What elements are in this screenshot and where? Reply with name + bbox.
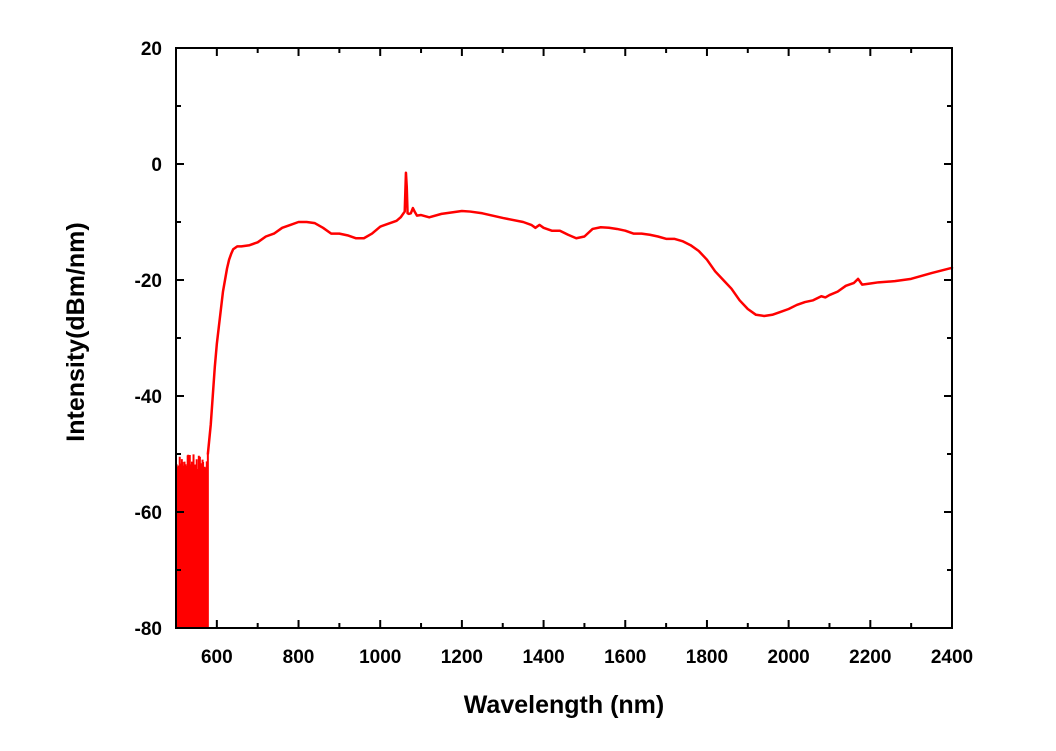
x-tick-label: 1400 xyxy=(522,647,564,668)
x-tick-label: 1800 xyxy=(686,647,728,668)
y-tick-label: 20 xyxy=(141,39,162,60)
x-tick-label: 1600 xyxy=(604,647,646,668)
y-tick-label: -80 xyxy=(135,619,162,640)
x-tick-label: 600 xyxy=(201,647,233,668)
x-tick-label: 1200 xyxy=(441,647,483,668)
x-axis-title: Wavelength (nm) xyxy=(464,691,664,719)
x-axis-tick-labels: 600 800 1000 1200 1400 1600 1800 2000 2200 2400 xyxy=(201,647,973,668)
x-tick-label: 2200 xyxy=(849,647,891,668)
y-axis-tick-labels: 20 0 -20 -40 -60 -80 xyxy=(135,39,162,640)
y-tick-label: -60 xyxy=(135,503,162,524)
x-tick-label: 1000 xyxy=(359,647,401,668)
y-axis-ticks xyxy=(176,47,952,629)
series-line-spectrum xyxy=(206,171,954,456)
x-tick-label: 2000 xyxy=(767,647,809,668)
x-tick-label: 2400 xyxy=(931,647,973,668)
y-axis-title: Intensity(dBm/nm) xyxy=(62,222,90,441)
noise-floor-region xyxy=(175,454,209,628)
x-tick-label: 800 xyxy=(283,647,315,668)
y-tick-label: -40 xyxy=(135,387,162,408)
x-axis-ticks xyxy=(175,48,953,628)
y-tick-label: -20 xyxy=(135,271,162,292)
y-tick-label: 0 xyxy=(151,155,162,176)
series-layer xyxy=(175,171,954,628)
